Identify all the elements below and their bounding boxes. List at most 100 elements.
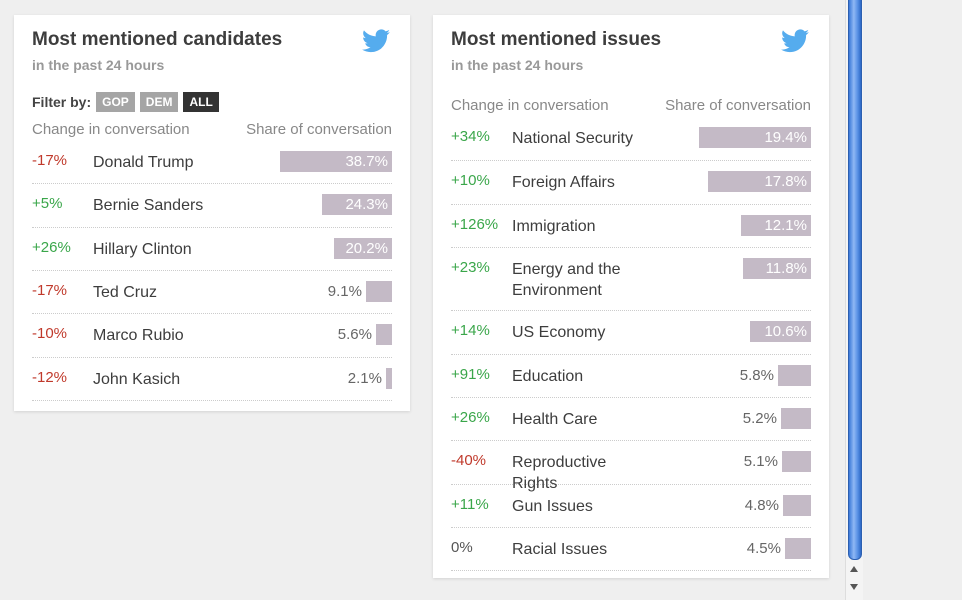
share-value: 24.3%: [345, 196, 388, 213]
candidates-card: Most mentioned candidates in the past 24…: [14, 15, 410, 411]
share-bar: [783, 495, 811, 516]
share-cell: 5.1%: [699, 451, 811, 472]
scrollbar[interactable]: [845, 0, 863, 600]
candidates-title: Most mentioned candidates: [32, 29, 283, 50]
share-value: 38.7%: [345, 153, 388, 170]
issues-list: +34% National Security 19.4% +10% Foreign Af…: [451, 117, 811, 571]
list-item: +34% National Security 19.4%: [451, 117, 811, 161]
item-name: Bernie Sanders: [93, 197, 204, 214]
item-name: Immigration: [512, 218, 596, 235]
filter-gop-button[interactable]: GOP: [96, 92, 135, 112]
share-bar: [280, 151, 392, 172]
twitter-icon[interactable]: [781, 29, 809, 53]
list-item: -17% Ted Cruz 9.1%: [32, 271, 392, 314]
filter-all-button[interactable]: ALL: [183, 92, 219, 112]
change-value: 0%: [451, 539, 473, 556]
col-share-header: Share of conversation: [665, 97, 811, 114]
share-bar: [778, 365, 811, 386]
share-cell: 20.2%: [280, 238, 392, 259]
change-value: +10%: [451, 172, 490, 189]
list-item: -17% Donald Trump 38.7%: [32, 141, 392, 184]
list-item: +91% Education 5.8%: [451, 355, 811, 398]
share-value: 4.5%: [746, 540, 781, 557]
share-bar: [750, 321, 811, 342]
change-value: +26%: [32, 239, 71, 256]
filter-label: Filter by:: [32, 94, 92, 110]
item-name: Donald Trump: [93, 154, 194, 171]
share-cell: 17.8%: [699, 171, 811, 192]
share-bar: [743, 258, 811, 279]
share-bar: [741, 215, 811, 236]
share-value: 2.1%: [347, 370, 382, 387]
list-item: +5% Bernie Sanders 24.3%: [32, 184, 392, 228]
issues-card: Most mentioned issues in the past 24 hou…: [433, 15, 829, 578]
share-cell: 11.8%: [699, 258, 811, 279]
list-item: +10% Foreign Affairs 17.8%: [451, 161, 811, 205]
share-cell: 24.3%: [280, 194, 392, 215]
share-cell: 4.5%: [699, 538, 811, 559]
list-item: +26% Health Care 5.2%: [451, 398, 811, 441]
share-bar: [376, 324, 392, 345]
change-value: +5%: [32, 195, 63, 212]
share-cell: 9.1%: [280, 281, 392, 302]
item-name: Gun Issues: [512, 498, 593, 515]
share-cell: 19.4%: [699, 127, 811, 148]
twitter-icon[interactable]: [362, 29, 390, 53]
list-item: +126% Immigration 12.1%: [451, 205, 811, 248]
item-name: Racial Issues: [512, 541, 608, 558]
change-value: -17%: [32, 282, 68, 299]
share-cell: 5.2%: [699, 408, 811, 429]
share-value: 20.2%: [345, 240, 388, 257]
filter-bar: Filter by: GOP DEM ALL: [32, 92, 219, 112]
change-value: -40%: [451, 452, 487, 469]
share-bar: [334, 238, 392, 259]
item-name: US Economy: [512, 324, 606, 341]
item-name: National Security: [512, 130, 633, 147]
item-name: Hillary Clinton: [93, 241, 192, 258]
col-change-header: Change in conversation: [451, 97, 609, 114]
change-value: +126%: [451, 216, 499, 233]
item-name: Health Care: [512, 411, 598, 428]
change-value: +34%: [451, 128, 490, 145]
change-value: -12%: [32, 369, 68, 386]
item-name: Foreign Affairs: [512, 174, 615, 191]
share-value: 5.8%: [739, 367, 774, 384]
share-value: 5.6%: [337, 326, 372, 343]
share-value: 5.1%: [743, 453, 778, 470]
change-value: +23%: [451, 259, 490, 276]
issues-title: Most mentioned issues: [451, 29, 662, 50]
scroll-down-arrow-icon[interactable]: [850, 584, 858, 590]
share-bar: [366, 281, 392, 302]
share-cell: 5.6%: [280, 324, 392, 345]
col-change-header: Change in conversation: [32, 121, 190, 138]
scrollbar-thumb[interactable]: [848, 0, 862, 560]
item-name: Education: [512, 368, 584, 385]
change-value: +11%: [451, 496, 489, 513]
share-bar: [322, 194, 392, 215]
list-item: -40% Reproductive Rights 5.1%: [451, 441, 811, 492]
share-bar: [782, 451, 811, 472]
share-bar: [785, 538, 811, 559]
item-name: Energy and the Environment: [512, 261, 621, 299]
scroll-up-arrow-icon[interactable]: [850, 566, 858, 572]
item-name: Ted Cruz: [93, 284, 158, 301]
share-value: 5.2%: [742, 410, 777, 427]
share-value: 17.8%: [764, 173, 807, 190]
share-value: 9.1%: [327, 283, 362, 300]
share-value: 19.4%: [764, 129, 807, 146]
share-value: 12.1%: [764, 217, 807, 234]
share-value: 4.8%: [744, 497, 779, 514]
filter-dem-button[interactable]: DEM: [139, 92, 179, 112]
list-item: -12% John Kasich 2.1%: [32, 358, 392, 401]
list-item: -10% Marco Rubio 5.6%: [32, 314, 392, 358]
item-name: Reproductive Rights: [512, 454, 607, 492]
share-value: 10.6%: [764, 323, 807, 340]
list-item: +23% Energy and the Environment 11.8%: [451, 248, 811, 311]
candidates-subtitle: in the past 24 hours: [32, 57, 165, 73]
item-name: Marco Rubio: [93, 327, 184, 344]
change-value: +91%: [451, 366, 490, 383]
share-value: 11.8%: [765, 260, 807, 277]
share-cell: 5.8%: [699, 365, 811, 386]
share-cell: 12.1%: [699, 215, 811, 236]
list-item: +11% Gun Issues 4.8%: [451, 485, 811, 528]
